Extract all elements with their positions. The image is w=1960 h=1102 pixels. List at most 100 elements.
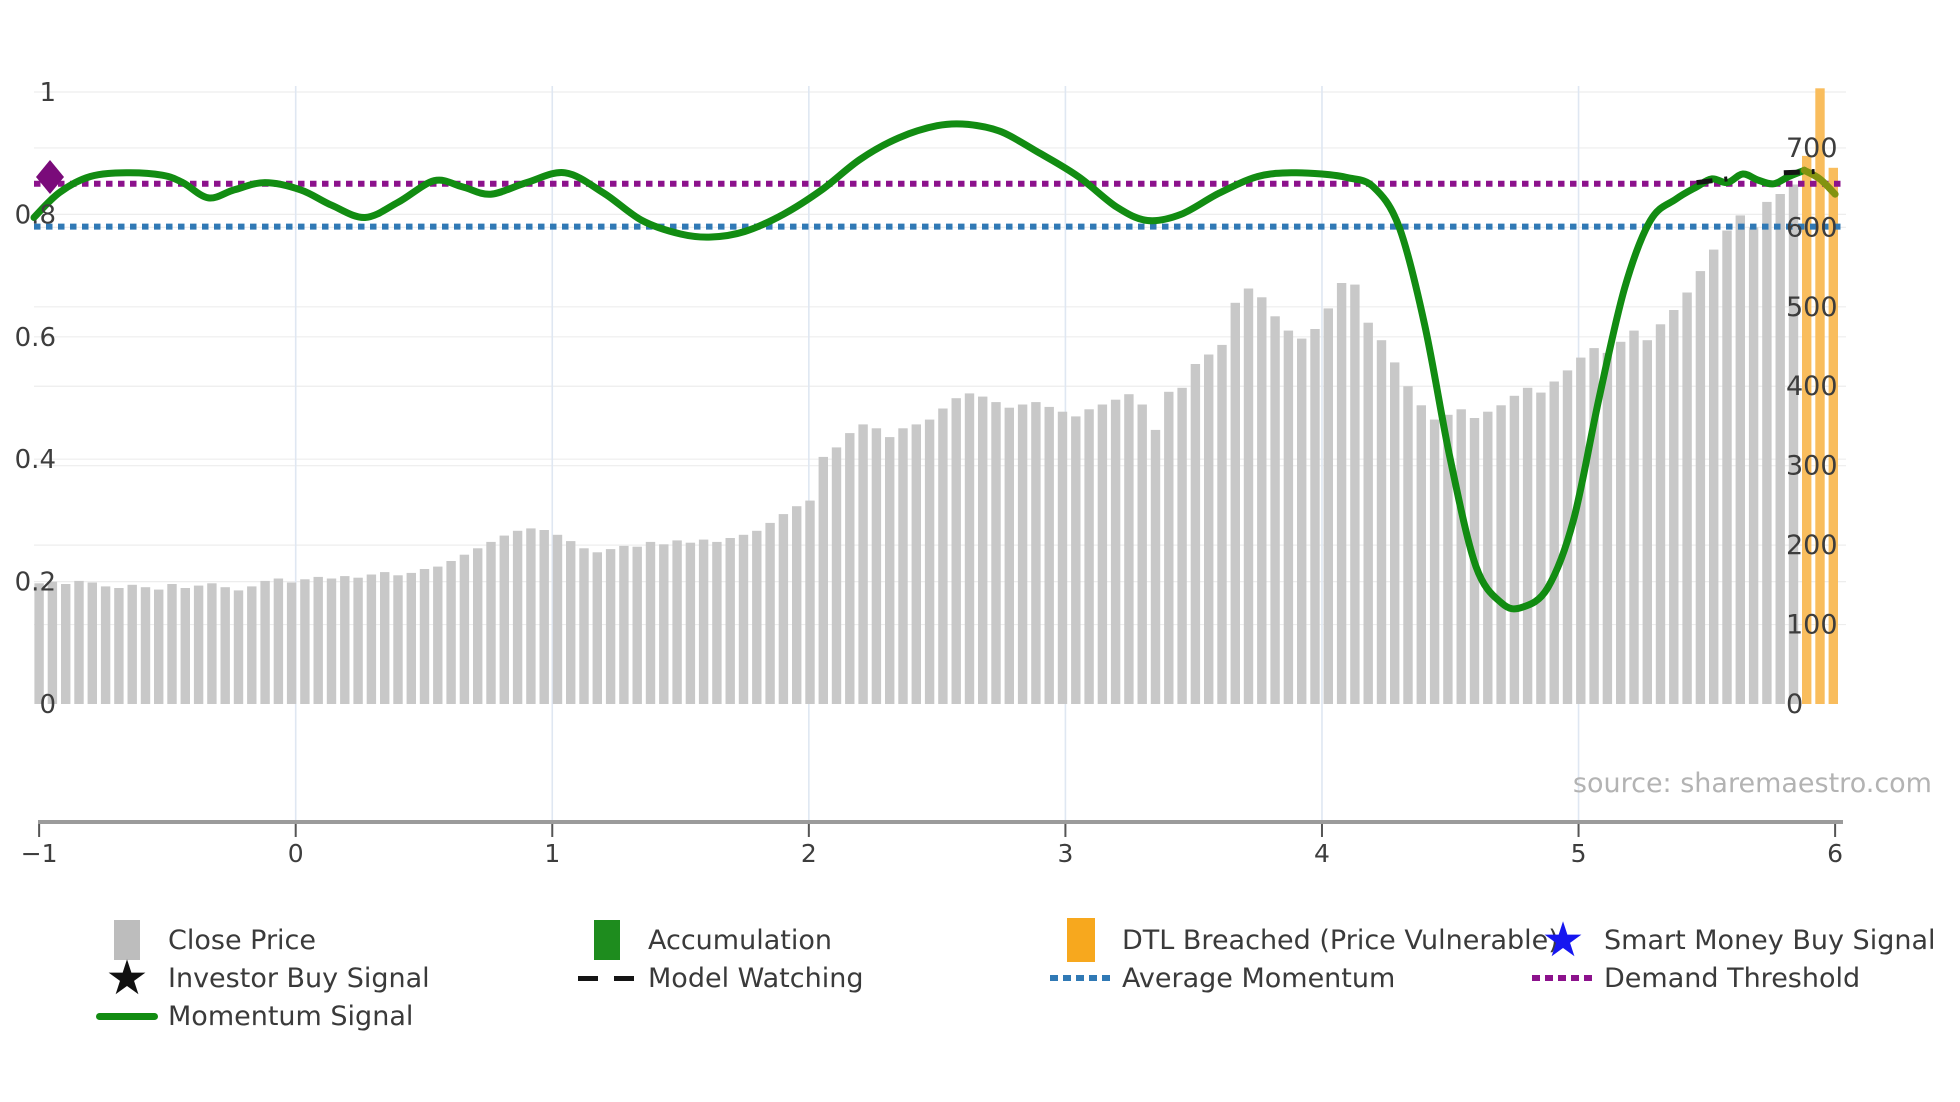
x-tick-label: 3 [1057,839,1073,868]
y-left-tick-label: 1 [39,78,56,108]
close-price-bar [1044,406,1054,704]
close-price-bar [1110,399,1121,704]
close-price-bar [1748,227,1759,704]
close-price-bar [1376,340,1387,704]
investor-marker-diamond [36,160,64,194]
close-price-bar [1788,184,1799,704]
close-price-bar [645,541,656,704]
close-price-bar [34,583,44,704]
y-left-tick-label: 0.2 [15,568,56,598]
close-price-bar [1336,283,1347,704]
y-right-tick-label: 200 [1786,530,1838,561]
y-axis-left: 0 0.2 0.4 0.6 0.8 1 [15,78,56,720]
close-price-bar [818,456,828,704]
close-price-bar [127,584,137,704]
y-left-tick-label: 0.6 [15,323,56,353]
y-right-tick-label: 500 [1786,292,1838,323]
model-watching-dashes [1696,169,1815,186]
close-price-bar [486,541,496,704]
x-tick-label: 4 [1314,839,1330,868]
close-price-bar [1217,344,1227,704]
close-price-bar [154,589,164,704]
close-price-bar [845,433,855,704]
close-price-bar [340,576,350,704]
close-price-bar [964,393,975,704]
close-price-bar [433,566,443,704]
close-price-bar [140,587,151,704]
x-axis: −1 0 1 2 3 4 5 6 [21,820,1843,868]
close-price-bar [1722,230,1732,704]
close-price-bar [167,584,177,704]
close-price-bar [1190,364,1201,704]
close-price-bar [1443,414,1453,704]
close-price-bar [632,546,642,704]
close-price-bar [273,578,284,704]
close-price-bar [685,542,696,704]
close-price-bar [1616,341,1626,704]
close-price-bar [672,540,682,704]
close-price-bar [1097,404,1108,704]
close-price-bar [1270,316,1280,704]
close-price-bar [1695,271,1706,704]
close-price-bar [951,398,961,704]
momentum-line [30,120,1808,613]
close-price-bar [1496,405,1506,704]
close-price-bar [1416,405,1426,704]
close-price-bar [1057,411,1068,704]
close-price-bar [712,541,722,704]
y-right-tick-label: 0 [1786,689,1803,720]
close-price-bar [1549,381,1559,704]
close-price-bar [286,582,297,704]
close-price-bar [938,408,948,704]
close-price-bar [539,530,549,704]
close-price-bar [1137,404,1147,704]
dtl-breached-bar [1802,155,1812,704]
close-price-bar [1536,392,1546,704]
close-price-bar [871,428,882,704]
close-price-bar [725,538,735,704]
close-price-bar [419,569,430,704]
close-price-bar [1310,329,1320,704]
close-price-bar [74,580,84,704]
close-price-bar [1775,194,1785,704]
close-price-bar [1017,404,1028,704]
y-axis-right: 0 100 200 300 400 500 600 700 [1786,133,1838,720]
close-price-bar [247,586,257,704]
close-price-bar [911,424,921,704]
close-price-bar [1642,340,1652,704]
close-price-bar [991,402,1001,704]
close-price-bar [1084,409,1094,704]
close-price-bar [526,528,536,704]
close-price-bar [1403,386,1413,704]
close-price-bar [260,580,270,704]
close-price-bar [1390,362,1400,704]
y-left-tick-label: 0.4 [15,445,56,475]
close-price-bar [473,548,483,704]
y-left-tick-label: 0 [39,690,56,720]
close-price-bar [353,577,363,704]
close-price-bar [885,437,895,704]
close-price-bar [579,548,589,704]
close-price-bar [738,534,749,704]
close-price-bar [1150,429,1161,704]
close-price-bar [1164,391,1174,704]
close-price-bar [1257,297,1267,704]
close-price-bar [1762,201,1772,704]
close-price-bar [459,554,470,704]
close-price-bar [831,447,842,704]
close-price-bar [1243,288,1254,704]
close-price-bar [1177,387,1187,704]
x-tick-label: −1 [21,839,58,868]
y-right-tick-label: 100 [1786,610,1838,641]
source-attribution: source: sharemaestro.com [1572,768,1932,799]
close-price-bar [220,587,230,704]
x-tick-label: 0 [288,839,304,868]
dtl-breached-bar [1815,88,1825,705]
close-price-bar [1709,249,1719,704]
close-price-bar [100,586,111,704]
close-price-bar [300,579,310,704]
close-price-bar [605,549,616,704]
close-price-bar [858,424,868,704]
close-price-bar [659,544,669,704]
